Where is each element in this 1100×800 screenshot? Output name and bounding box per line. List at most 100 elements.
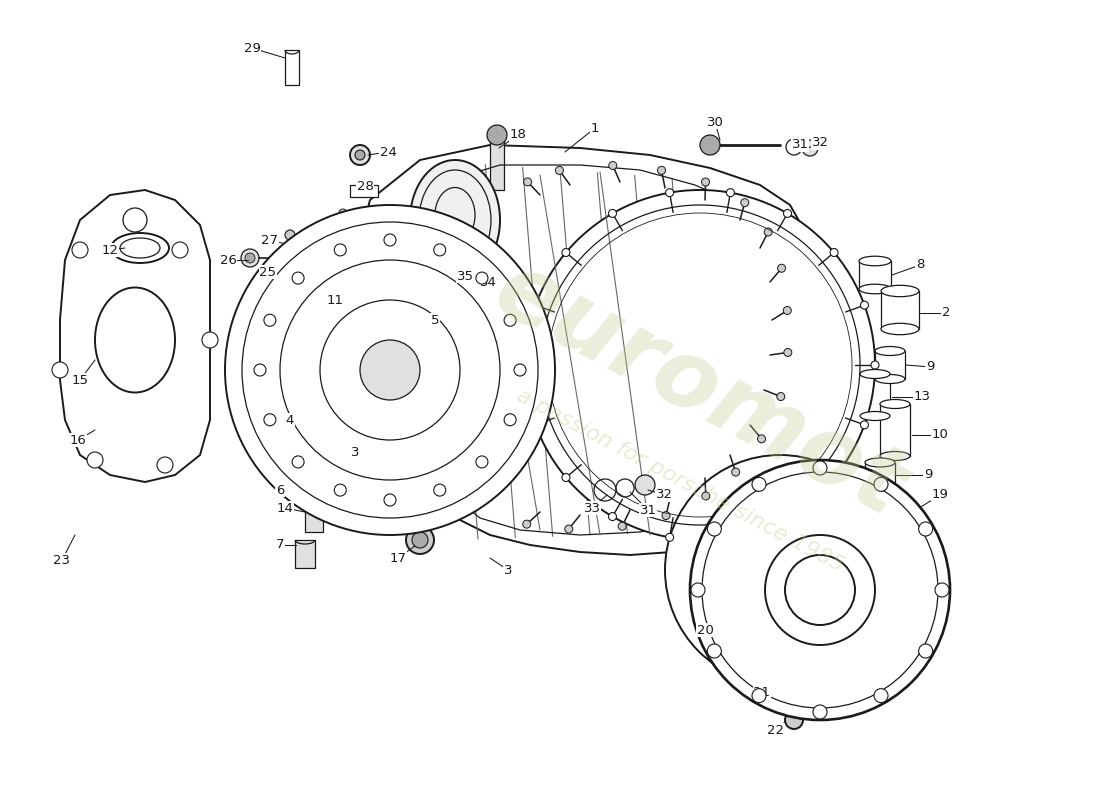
Circle shape [339, 209, 346, 217]
Circle shape [802, 140, 818, 156]
Ellipse shape [120, 238, 160, 258]
Circle shape [342, 295, 348, 301]
Bar [490, 135, 504, 190]
Text: 16: 16 [69, 434, 87, 446]
Text: 33: 33 [583, 502, 601, 514]
Circle shape [707, 644, 722, 658]
Text: 24: 24 [379, 146, 396, 158]
Circle shape [784, 349, 792, 357]
Circle shape [332, 280, 338, 286]
Ellipse shape [446, 294, 465, 301]
Text: 9: 9 [926, 361, 934, 374]
Circle shape [531, 301, 540, 309]
Circle shape [293, 272, 304, 284]
Text: 18: 18 [509, 129, 527, 142]
Ellipse shape [865, 483, 895, 492]
Ellipse shape [859, 284, 891, 294]
Circle shape [758, 435, 766, 443]
Circle shape [635, 475, 654, 495]
Circle shape [293, 456, 304, 468]
Text: 26: 26 [220, 254, 236, 266]
Text: 31: 31 [792, 138, 808, 151]
Circle shape [339, 431, 346, 439]
Circle shape [522, 520, 530, 528]
Bar [295, 540, 315, 568]
Circle shape [608, 513, 616, 521]
Circle shape [860, 421, 868, 429]
Circle shape [355, 150, 365, 160]
Circle shape [726, 189, 735, 197]
Bar [881, 291, 918, 329]
Circle shape [764, 228, 772, 236]
Circle shape [618, 522, 626, 530]
Circle shape [322, 284, 330, 292]
Circle shape [521, 361, 529, 369]
Circle shape [329, 234, 337, 242]
Circle shape [752, 478, 766, 491]
Text: 23: 23 [54, 554, 70, 566]
Text: 2: 2 [942, 306, 950, 319]
Circle shape [334, 244, 346, 256]
Circle shape [564, 525, 573, 533]
Ellipse shape [410, 160, 500, 280]
Circle shape [264, 314, 276, 326]
Circle shape [360, 340, 420, 400]
Text: 30: 30 [706, 115, 724, 129]
Ellipse shape [865, 458, 895, 467]
Circle shape [531, 421, 540, 429]
Circle shape [783, 513, 792, 521]
Circle shape [352, 446, 360, 454]
Text: 3: 3 [504, 563, 513, 577]
Text: a passion for porsche since 1985: a passion for porsche since 1985 [513, 385, 847, 575]
Circle shape [324, 291, 336, 301]
Circle shape [433, 484, 446, 496]
Circle shape [608, 210, 616, 218]
Text: 27: 27 [262, 234, 278, 246]
Circle shape [157, 457, 173, 473]
Bar [285, 50, 299, 85]
Text: 15: 15 [72, 374, 88, 386]
Circle shape [740, 198, 749, 206]
Ellipse shape [860, 370, 890, 378]
Text: 7: 7 [276, 538, 284, 551]
Text: 25: 25 [260, 266, 276, 278]
Circle shape [666, 455, 895, 685]
Text: 3: 3 [351, 446, 360, 459]
Circle shape [327, 263, 333, 269]
Circle shape [871, 361, 879, 369]
Circle shape [504, 414, 516, 426]
Circle shape [330, 359, 338, 367]
Circle shape [52, 362, 68, 378]
Circle shape [691, 583, 705, 597]
Ellipse shape [859, 256, 891, 266]
Ellipse shape [860, 411, 890, 421]
Circle shape [334, 484, 346, 496]
Circle shape [280, 260, 500, 480]
Circle shape [918, 522, 933, 536]
Circle shape [305, 260, 315, 270]
Ellipse shape [874, 374, 905, 383]
Circle shape [562, 249, 570, 257]
Circle shape [172, 242, 188, 258]
Text: 8: 8 [916, 258, 924, 271]
Circle shape [860, 301, 868, 309]
Ellipse shape [881, 323, 918, 334]
Circle shape [785, 555, 855, 625]
Circle shape [830, 474, 838, 482]
Circle shape [334, 334, 342, 342]
Circle shape [830, 249, 838, 257]
Circle shape [352, 311, 358, 317]
Circle shape [72, 242, 88, 258]
Circle shape [707, 522, 722, 536]
Circle shape [329, 309, 337, 317]
Circle shape [87, 452, 103, 468]
Text: 6: 6 [276, 483, 284, 497]
Polygon shape [350, 145, 820, 555]
Bar [448, 310, 468, 335]
Text: 20: 20 [696, 623, 714, 637]
Ellipse shape [111, 233, 169, 263]
Circle shape [320, 300, 460, 440]
Circle shape [556, 166, 563, 174]
Circle shape [123, 208, 147, 232]
Circle shape [662, 511, 670, 519]
